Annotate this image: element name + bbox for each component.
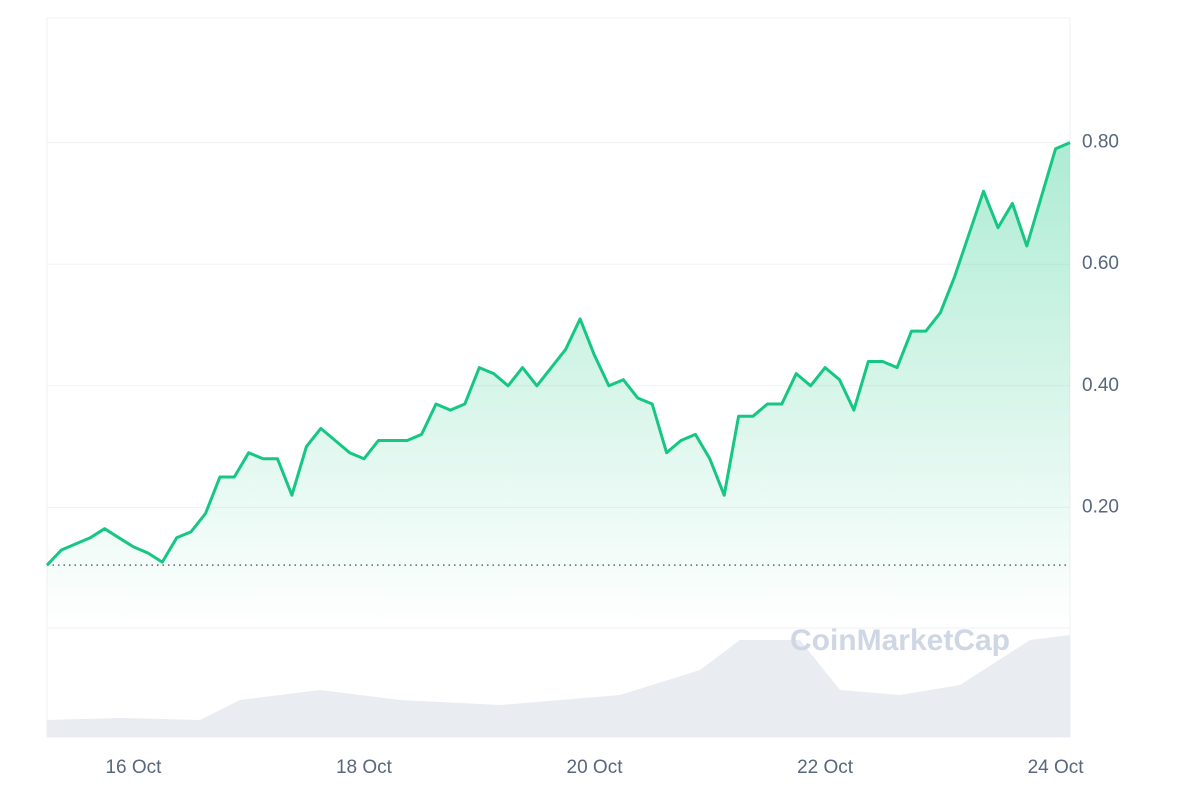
x-tick-label: 16 Oct [105, 757, 162, 778]
x-tick-label: 20 Oct [567, 757, 624, 778]
watermark: CoinMarketCap [790, 624, 1010, 657]
x-tick-label: 24 Oct [1028, 757, 1085, 778]
volume-area [47, 635, 1070, 737]
x-tick-label: 18 Oct [336, 757, 393, 778]
y-tick-label: 0.20 [1082, 496, 1119, 517]
price-area [47, 142, 1070, 629]
y-tick-label: 0.60 [1082, 253, 1119, 274]
price-line [45, 141, 1071, 567]
y-tick-label: 0.40 [1082, 375, 1119, 396]
y-tick-label: 0.80 [1082, 132, 1119, 153]
x-tick-label: 22 Oct [797, 757, 854, 778]
